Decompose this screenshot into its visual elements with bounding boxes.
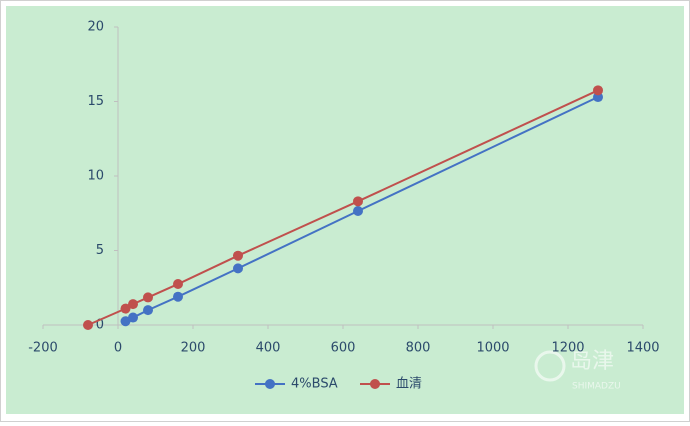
y-tick-label: 20 <box>87 20 104 35</box>
legend-marker <box>370 379 380 389</box>
data-point <box>120 303 131 314</box>
data-point <box>173 291 183 302</box>
x-tick-label: 0 <box>114 341 122 356</box>
data-point <box>233 250 243 261</box>
x-tick-label: -200 <box>28 341 58 356</box>
y-tick-label: 0 <box>96 318 104 333</box>
data-point <box>173 279 183 290</box>
data-point <box>353 206 363 217</box>
watermark-logo <box>534 350 566 382</box>
watermark-sub: SHIMADZU <box>572 382 621 392</box>
x-tick-label: 200 <box>181 341 206 356</box>
x-tick-label: 800 <box>406 341 431 356</box>
y-tick-label: 5 <box>96 243 104 258</box>
legend-label: 血清 <box>396 377 422 392</box>
x-tick-label: 1200 <box>551 341 584 356</box>
x-tick-label: 600 <box>331 341 356 356</box>
watermark: 岛津 SHIMADZU <box>534 349 621 392</box>
data-point <box>128 312 138 323</box>
x-tick-label: 1000 <box>476 341 509 356</box>
x-tick-label: 1400 <box>626 341 659 356</box>
legend-marker <box>265 379 275 389</box>
y-tick-label: 15 <box>87 94 104 109</box>
data-point <box>128 299 138 310</box>
data-point <box>353 196 363 207</box>
data-point <box>593 85 603 96</box>
y-tick-label: 10 <box>87 169 104 184</box>
watermark-brand: 岛津 <box>570 349 614 374</box>
data-point <box>120 316 131 327</box>
legend-label: 4%BSA <box>291 377 338 392</box>
data-point <box>233 263 243 274</box>
data-point <box>83 320 93 330</box>
x-tick-label: 400 <box>256 341 281 356</box>
data-point <box>143 305 153 316</box>
plot-background <box>6 6 684 414</box>
data-point <box>143 292 153 303</box>
